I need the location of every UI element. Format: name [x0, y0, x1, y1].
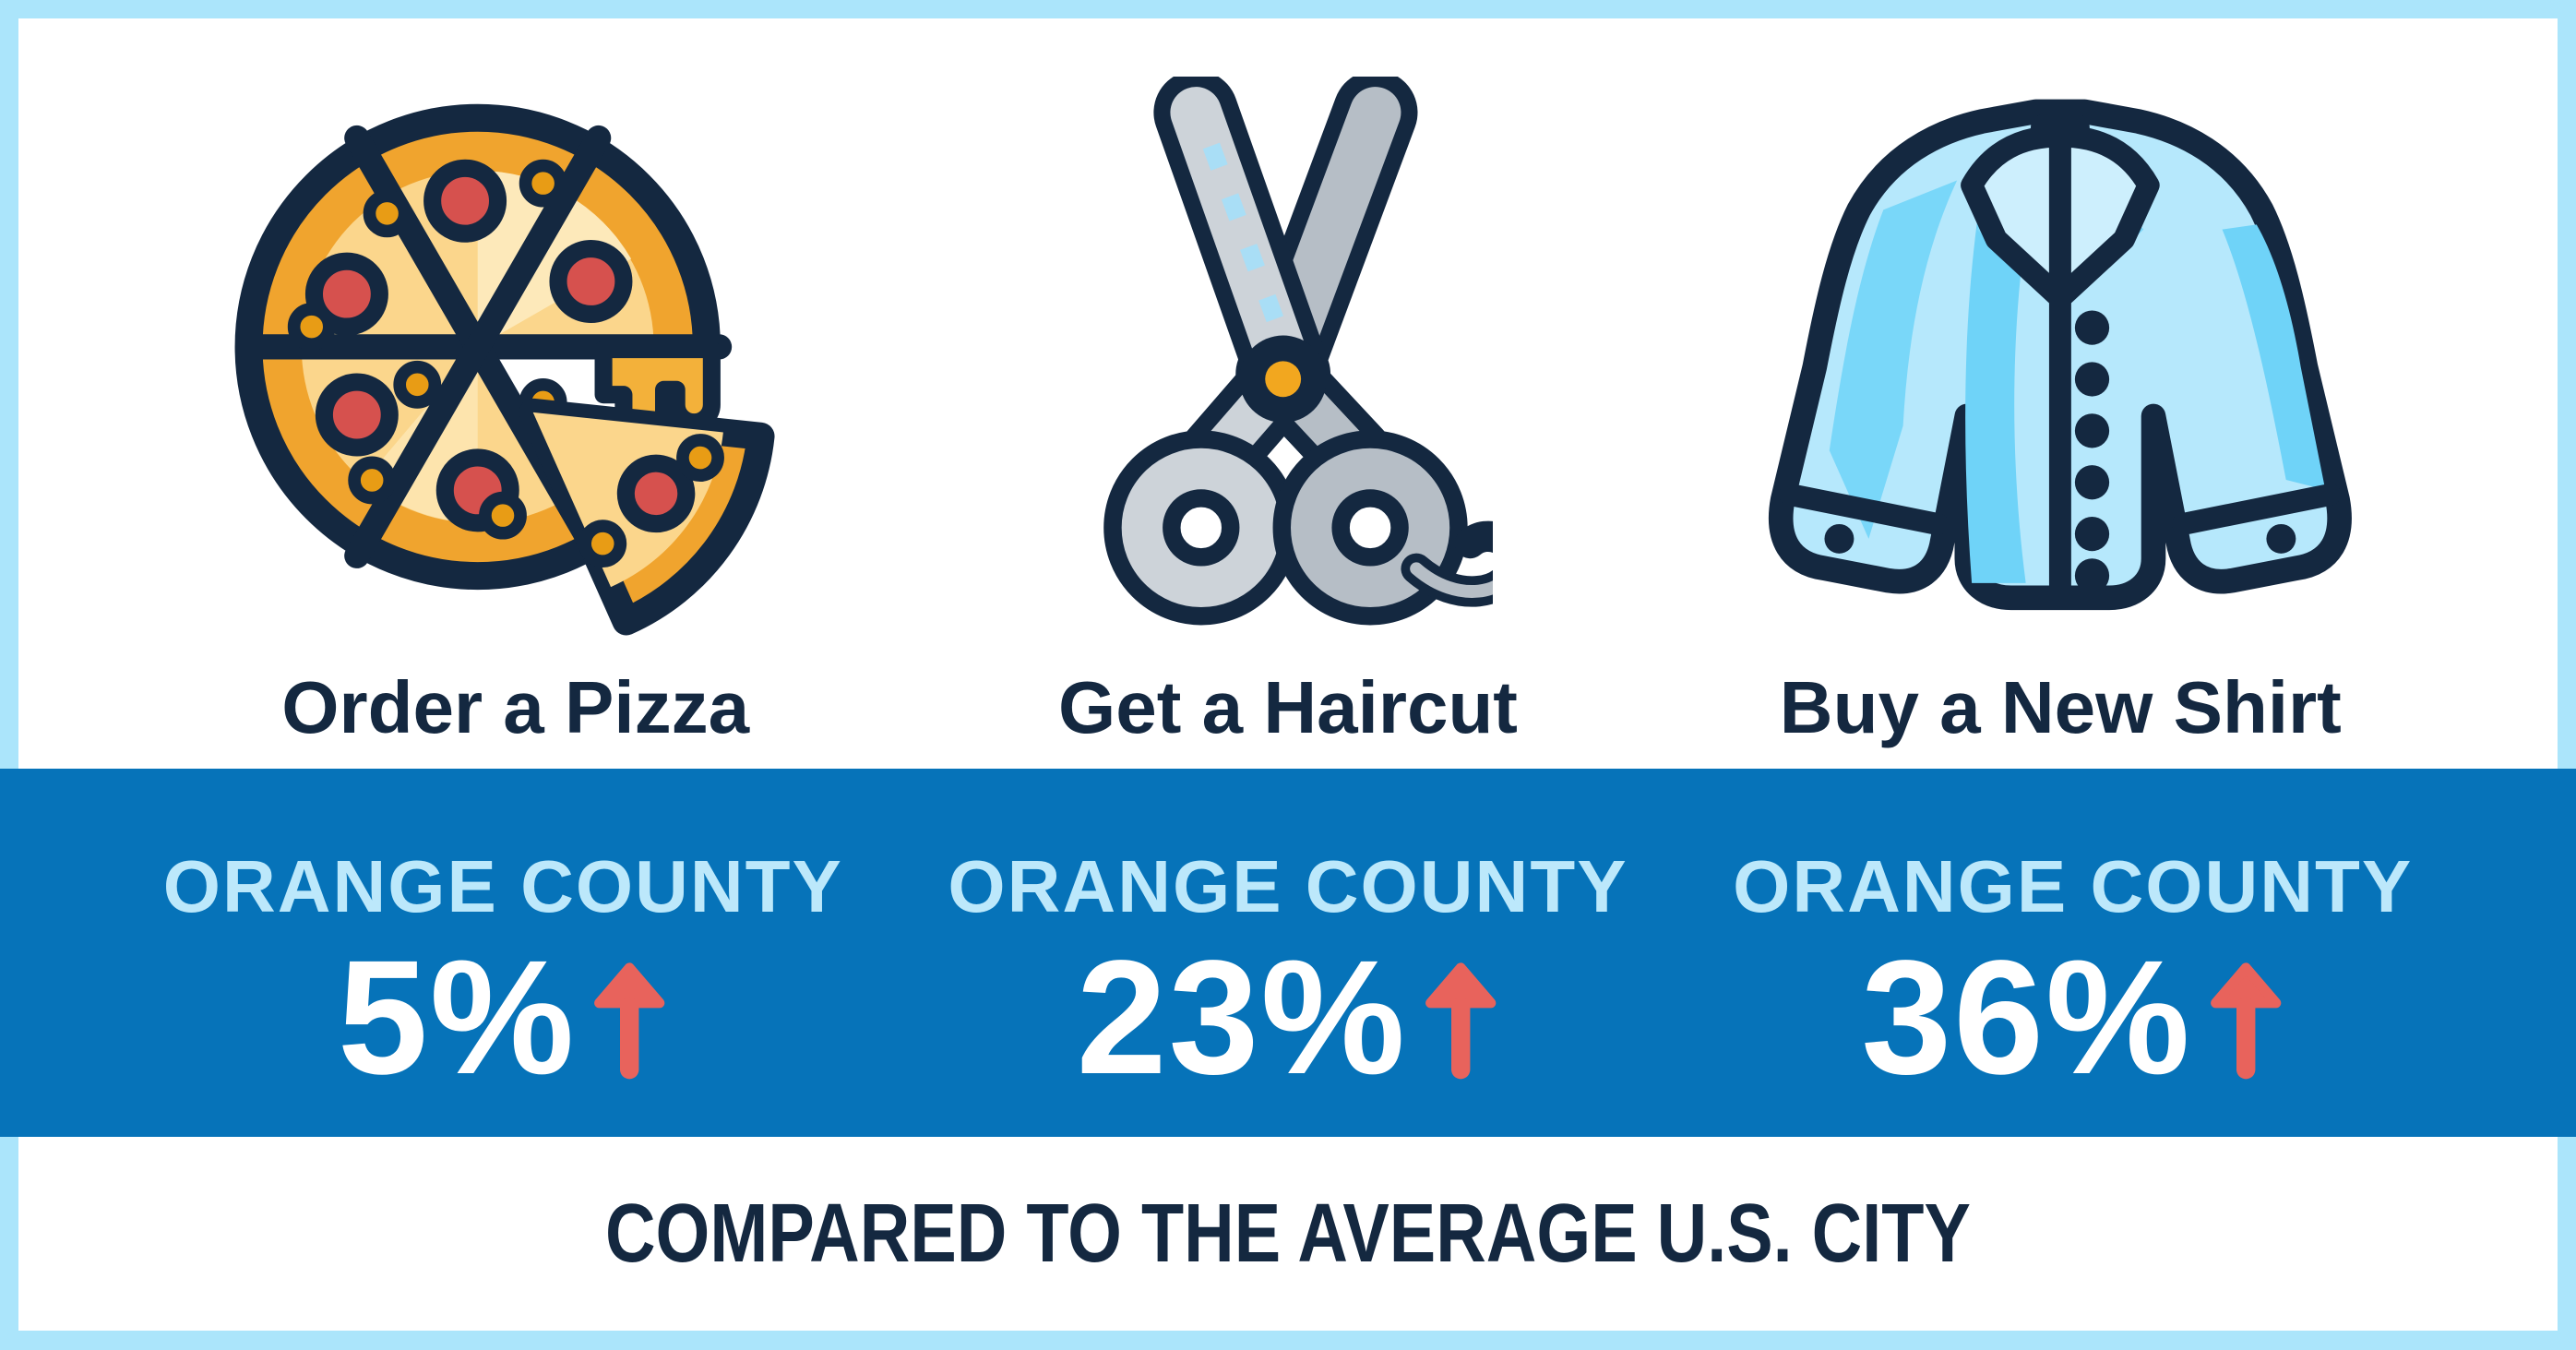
icons-panel: Order a Pizza	[18, 18, 2558, 769]
stat-region-label: ORANGE COUNTY	[162, 845, 843, 927]
item-haircut: Get a Haircut	[901, 18, 1674, 769]
item-label-haircut: Get a Haircut	[1058, 666, 1518, 748]
stat-haircut: ORANGE COUNTY 23%	[896, 769, 1681, 1137]
stat-region-label: ORANGE COUNTY	[1733, 845, 2414, 927]
pizza-icon-box	[226, 82, 805, 647]
footer-panel: COMPARED TO THE AVERAGE U.S. CITY	[18, 1137, 2558, 1331]
footer-caption: COMPARED TO THE AVERAGE U.S. CITY	[605, 1188, 1971, 1280]
item-label-pizza: Order a Pizza	[281, 666, 750, 748]
up-arrow-icon	[1425, 962, 1497, 1080]
item-shirt: Buy a New Shirt	[1675, 18, 2447, 769]
shirt-icon	[1769, 99, 2353, 611]
stat-shirt: ORANGE COUNTY 36%	[1680, 769, 2465, 1137]
stat-region-label: ORANGE COUNTY	[948, 845, 1628, 927]
stat-pizza: ORANGE COUNTY 5%	[111, 769, 896, 1137]
stats-band: ORANGE COUNTY 5% ORANGE COUNTY 23%	[0, 769, 2576, 1137]
shirt-icon-box	[1741, 82, 2379, 647]
stat-value: 5%	[337, 927, 577, 1108]
up-arrow-icon	[2210, 962, 2281, 1080]
stat-value: 36%	[1861, 927, 2192, 1108]
scissors-icon	[1103, 76, 1494, 625]
up-arrow-icon	[594, 962, 665, 1080]
pizza-icon	[234, 103, 775, 636]
scissors-icon-box	[1083, 76, 1494, 647]
stat-value: 23%	[1076, 927, 1407, 1108]
item-label-shirt: Buy a New Shirt	[1779, 666, 2342, 748]
item-pizza: Order a Pizza	[129, 18, 901, 769]
